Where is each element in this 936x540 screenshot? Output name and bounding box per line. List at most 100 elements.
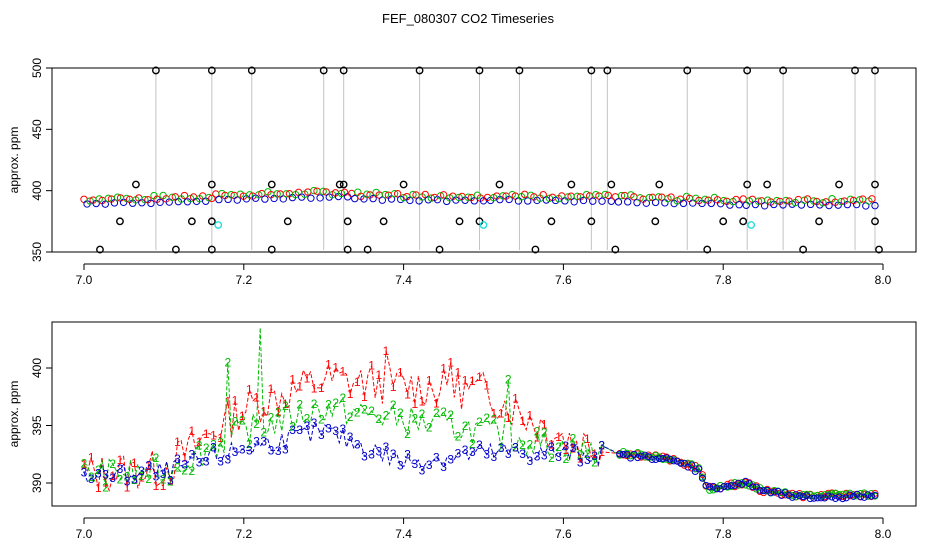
bottom-series-3-point xyxy=(695,465,703,473)
bottom-series-3-label: 3 xyxy=(534,450,541,464)
bottom-x-tick-label: 7.4 xyxy=(395,527,412,540)
top-y-axis-label: approx. ppm xyxy=(7,127,21,194)
top-baseline-point xyxy=(351,194,359,203)
bottom-series-2-label: 2 xyxy=(124,470,131,484)
bottom-series-2-label: 2 xyxy=(167,474,174,488)
top-baseline-point xyxy=(654,193,663,201)
top-x-tick-label: 7.4 xyxy=(395,273,412,287)
bottom-series-3-label: 3 xyxy=(555,450,562,464)
bottom-series-3-label: 3 xyxy=(598,439,605,453)
bottom-series-1-label: 1 xyxy=(117,453,124,467)
bottom-x-axis: 7.0 7.2 7.4 7.6 7.8 8.0 xyxy=(76,517,892,540)
bottom-series-1-label: 1 xyxy=(375,368,382,382)
top-baseline-point xyxy=(337,189,346,198)
top-x-tick-label: 7.2 xyxy=(235,273,252,287)
bottom-series-2-label: 2 xyxy=(491,413,498,427)
bottom-series-3-label: 3 xyxy=(311,416,318,430)
top-baseline-point xyxy=(719,196,728,205)
bottom-series-2-label: 2 xyxy=(440,405,447,419)
bottom-series-2-label: 2 xyxy=(102,480,109,494)
bottom-series-1-label: 1 xyxy=(440,361,447,375)
top-baseline-point xyxy=(205,193,213,202)
bottom-series-3-label: 3 xyxy=(268,444,275,458)
bottom-series-1-label: 1 xyxy=(491,407,498,421)
bottom-series-2-label: 2 xyxy=(239,414,246,428)
top-outlier-point xyxy=(207,66,216,75)
bottom-series-3-label: 3 xyxy=(145,458,152,472)
bottom-series-1-label: 1 xyxy=(462,374,469,388)
bottom-x-tick-label: 7.6 xyxy=(555,527,572,540)
top-baseline-point xyxy=(624,198,632,206)
bottom-series-2-label: 2 xyxy=(88,470,95,484)
top-y-tick-label: 350 xyxy=(30,242,44,262)
top-outlier-point xyxy=(267,245,276,254)
bottom-series-3-point xyxy=(824,492,832,500)
top-outlier-point xyxy=(171,245,180,254)
bottom-series-2-label: 2 xyxy=(419,407,426,421)
bottom-series-3-point xyxy=(846,491,854,499)
bottom-series-2-label: 2 xyxy=(426,421,433,435)
top-outlier-point xyxy=(116,217,124,226)
bottom-series-1-label: 1 xyxy=(160,479,167,493)
bottom-series-3-point xyxy=(867,492,875,500)
bottom-series-2-label: 2 xyxy=(368,404,375,418)
bottom-series-3-label: 3 xyxy=(217,455,224,469)
bottom-series-2-point xyxy=(627,452,635,460)
bottom-series-1-label: 1 xyxy=(591,447,598,461)
bottom-series-2-label: 2 xyxy=(282,399,289,413)
bottom-series-3-label: 3 xyxy=(570,441,577,455)
bottom-series-3-label: 3 xyxy=(541,449,548,463)
bottom-series-2-label: 2 xyxy=(275,406,282,420)
top-outlier-point xyxy=(799,245,807,254)
bottom-series-2-point xyxy=(788,491,796,499)
top-special-point xyxy=(479,221,488,229)
top-baseline-point xyxy=(782,196,790,205)
bottom-series-2-point xyxy=(842,490,850,498)
top-outlier-point xyxy=(283,217,292,226)
bottom-series-2-point xyxy=(857,489,865,497)
top-baseline-point xyxy=(614,198,623,206)
top-baseline-point xyxy=(273,190,281,198)
bottom-series-1-label: 1 xyxy=(390,380,397,394)
top-outlier-point xyxy=(455,217,464,226)
bottom-series-1-label: 1 xyxy=(210,429,217,443)
top-outlier-point xyxy=(319,66,328,75)
top-baseline-point xyxy=(104,194,113,203)
top-baseline-point xyxy=(539,191,547,199)
bottom-series-2-label: 2 xyxy=(383,408,390,422)
bottom-series-1-label: 1 xyxy=(124,480,131,494)
top-baseline-point xyxy=(156,198,164,206)
bottom-series-3-label: 3 xyxy=(124,474,131,488)
bottom-series-3-label: 3 xyxy=(246,444,253,458)
bottom-series-2-label: 2 xyxy=(268,411,275,425)
bottom-series-3-label: 3 xyxy=(304,419,311,433)
bottom-series-3-point xyxy=(857,493,865,501)
top-outlier-point xyxy=(779,66,788,75)
bottom-series-3-point xyxy=(637,452,645,460)
bottom-series-3-label: 3 xyxy=(433,450,440,464)
bottom-series-2-label: 2 xyxy=(246,437,253,451)
top-baseline-point xyxy=(754,197,763,205)
bottom-series-3-label: 3 xyxy=(375,444,382,458)
bottom-x-tick-label: 7.8 xyxy=(715,527,732,540)
bottom-series-1-label: 1 xyxy=(411,397,418,411)
top-baseline-point xyxy=(393,190,402,198)
bottom-series-1-label: 1 xyxy=(534,431,541,445)
top-panel: 7.0 7.2 7.4 7.6 7.8 8.0 350 400 450 500 approx. … xyxy=(7,58,917,287)
top-baseline-point xyxy=(760,202,769,210)
bottom-series-3-label: 3 xyxy=(210,440,217,454)
top-baseline-point xyxy=(319,187,327,196)
top-baseline-point xyxy=(667,193,675,201)
bottom-series-1-label: 1 xyxy=(167,473,174,487)
bottom-series-1-label: 1 xyxy=(203,427,210,441)
bottom-series-3-label: 3 xyxy=(160,467,167,481)
bottom-series-2-point xyxy=(835,490,843,498)
bottom-series-3-label: 3 xyxy=(591,449,598,463)
bottom-series-1-label: 1 xyxy=(181,451,188,465)
bottom-series-3-point xyxy=(713,485,721,493)
top-baseline-point xyxy=(825,201,833,210)
top-outlier-point xyxy=(343,217,352,226)
bottom-series-2-label: 2 xyxy=(332,396,339,410)
bottom-series-3-label: 3 xyxy=(526,454,533,468)
top-outlier-point xyxy=(343,245,352,254)
